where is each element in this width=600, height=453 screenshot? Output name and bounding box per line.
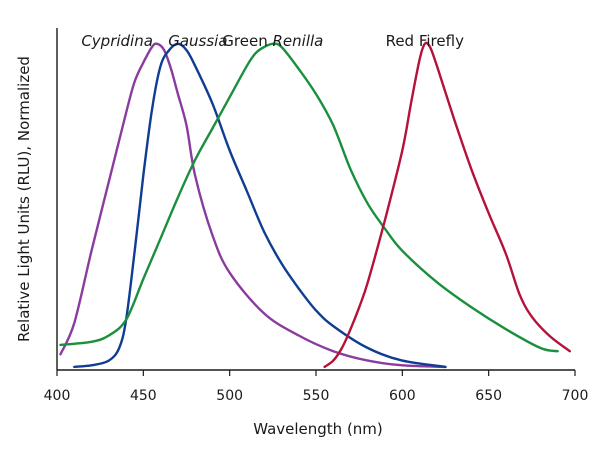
series-line-cypridina xyxy=(59,42,447,369)
x-tick-label-700: 700 xyxy=(562,388,589,404)
x-tick-label-650: 650 xyxy=(475,388,502,404)
x-tick-label-500: 500 xyxy=(216,388,243,404)
series-line-green-renilla xyxy=(59,42,559,353)
series-label-green-renilla: Green Renilla xyxy=(222,32,323,50)
series-label-gaussia: Gaussia xyxy=(168,32,227,50)
series-label-cypridina: Cypridina xyxy=(81,32,153,50)
curves xyxy=(59,41,571,369)
x-axis-label: Wavelength (nm) xyxy=(253,420,383,438)
series-line-red-firefly xyxy=(323,41,571,369)
x-tick-label-550: 550 xyxy=(303,388,330,404)
y-axis-label: Relative Light Units (RLU), Normalized xyxy=(15,56,33,342)
x-ticks: 400 450 500 550 600 650 700 xyxy=(44,370,589,404)
x-tick-label-400: 400 xyxy=(44,388,71,404)
series-label-red-firefly: Red Firefly xyxy=(386,32,464,50)
x-tick-label-600: 600 xyxy=(389,388,416,404)
x-tick-label-450: 450 xyxy=(130,388,157,404)
